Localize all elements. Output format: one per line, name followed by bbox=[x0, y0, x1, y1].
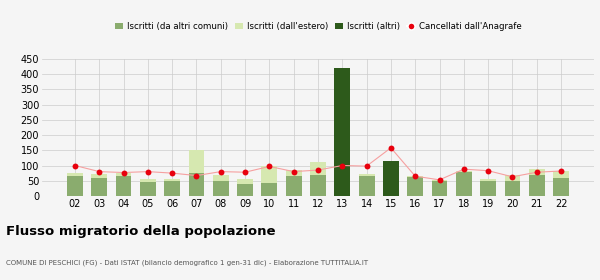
Bar bbox=[310, 175, 326, 196]
Point bbox=[167, 171, 177, 175]
Text: COMUNE DI PESCHICI (FG) - Dati ISTAT (bilancio demografico 1 gen-31 dic) - Elabo: COMUNE DI PESCHICI (FG) - Dati ISTAT (bi… bbox=[6, 259, 368, 265]
Bar bbox=[383, 161, 399, 196]
Point bbox=[532, 170, 542, 174]
Point bbox=[362, 164, 371, 168]
Bar bbox=[383, 178, 399, 196]
Bar bbox=[456, 172, 472, 196]
Bar bbox=[480, 181, 496, 196]
Point bbox=[240, 170, 250, 174]
Point bbox=[289, 169, 298, 174]
Bar bbox=[456, 171, 472, 172]
Bar bbox=[431, 180, 448, 181]
Bar bbox=[237, 184, 253, 196]
Point bbox=[338, 163, 347, 168]
Bar bbox=[334, 172, 350, 175]
Bar bbox=[407, 176, 423, 177]
Bar bbox=[67, 172, 83, 176]
Bar bbox=[188, 150, 205, 173]
Bar bbox=[334, 68, 350, 196]
Bar bbox=[213, 181, 229, 196]
Bar bbox=[286, 170, 302, 176]
Bar bbox=[431, 181, 448, 196]
Point bbox=[410, 174, 420, 178]
Bar bbox=[237, 179, 253, 184]
Point bbox=[216, 169, 226, 174]
Bar bbox=[529, 169, 545, 175]
Bar bbox=[334, 175, 350, 196]
Bar bbox=[480, 179, 496, 181]
Bar bbox=[188, 173, 205, 196]
Bar bbox=[116, 173, 131, 176]
Bar bbox=[262, 166, 277, 183]
Bar bbox=[553, 178, 569, 196]
Bar bbox=[407, 177, 423, 196]
Bar bbox=[213, 175, 229, 181]
Bar bbox=[164, 179, 180, 181]
Bar bbox=[91, 178, 107, 196]
Point bbox=[435, 178, 445, 182]
Point bbox=[386, 146, 396, 150]
Point bbox=[459, 167, 469, 171]
Point bbox=[313, 168, 323, 172]
Point bbox=[143, 169, 152, 174]
Bar bbox=[310, 162, 326, 175]
Point bbox=[484, 169, 493, 173]
Bar bbox=[286, 176, 302, 196]
Bar bbox=[262, 183, 277, 196]
Bar bbox=[91, 174, 107, 178]
Bar bbox=[140, 179, 156, 182]
Bar bbox=[505, 175, 520, 181]
Bar bbox=[164, 181, 180, 196]
Bar bbox=[383, 176, 399, 178]
Bar bbox=[359, 176, 374, 196]
Bar bbox=[140, 182, 156, 196]
Bar bbox=[553, 171, 569, 178]
Text: Flusso migratorio della popolazione: Flusso migratorio della popolazione bbox=[6, 225, 275, 238]
Point bbox=[70, 163, 80, 168]
Point bbox=[94, 169, 104, 174]
Bar bbox=[529, 175, 545, 196]
Bar bbox=[505, 181, 520, 196]
Point bbox=[191, 173, 201, 178]
Point bbox=[508, 174, 517, 179]
Legend: Iscritti (da altri comuni), Iscritti (dall'estero), Iscritti (altri), Cancellati: Iscritti (da altri comuni), Iscritti (da… bbox=[115, 22, 521, 31]
Point bbox=[265, 164, 274, 169]
Point bbox=[119, 170, 128, 175]
Bar bbox=[67, 176, 83, 196]
Bar bbox=[116, 176, 131, 196]
Point bbox=[556, 169, 566, 173]
Bar bbox=[359, 174, 374, 176]
